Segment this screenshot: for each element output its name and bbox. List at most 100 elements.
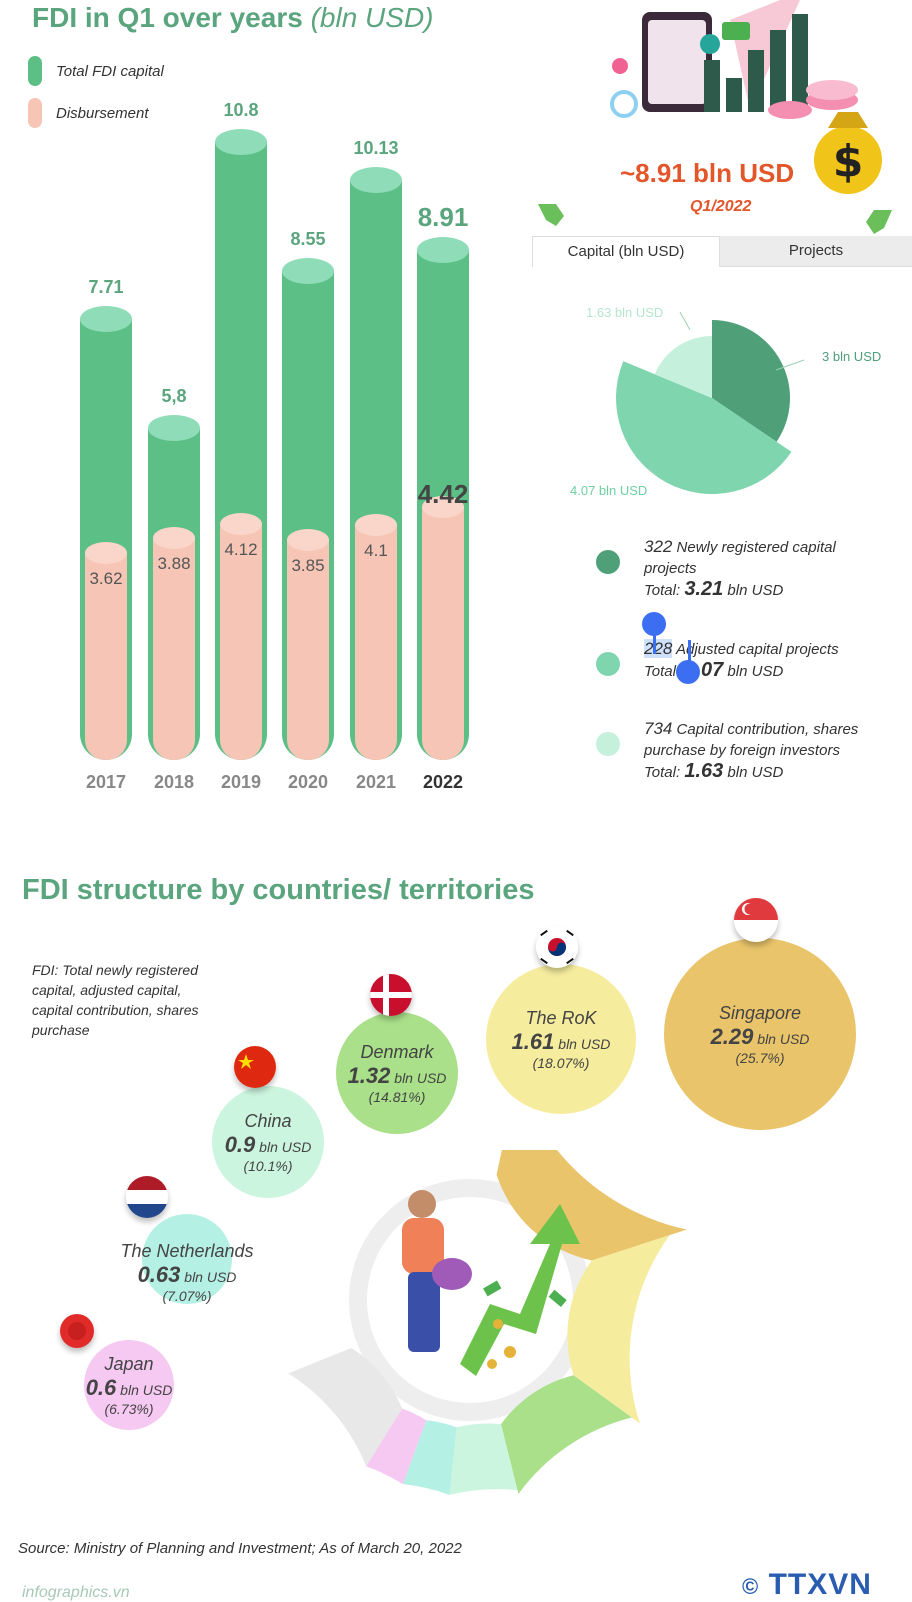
coin-stack-icon xyxy=(806,80,858,100)
person-body xyxy=(402,1218,444,1274)
legend-total: Total FDI capital xyxy=(28,56,164,86)
bubble-value-unit: bln USD xyxy=(259,1138,312,1155)
legend-disb-swatch xyxy=(28,98,42,128)
source-note: Source: Ministry of Planning and Investm… xyxy=(18,1540,462,1557)
total-bar-top xyxy=(80,305,132,332)
disbursement-bar-top xyxy=(355,514,397,537)
bubble-value: 1.32 bln USD xyxy=(348,1063,447,1089)
category-count-selected[interactable]: 228 xyxy=(644,639,673,658)
legend-total-swatch xyxy=(28,56,42,86)
arc-segment-denmark xyxy=(500,1375,632,1495)
bar-icon xyxy=(704,60,720,112)
bubble-singapore: Singapore 2.29 bln USD (25.7%) xyxy=(664,938,856,1130)
category-new: 322 Newly registered capital projects To… xyxy=(596,536,884,601)
cash-icon xyxy=(722,22,750,40)
bar-icon xyxy=(770,30,786,112)
growth-illustration xyxy=(402,1190,580,1376)
person-head xyxy=(408,1190,436,1218)
category-total-value: 3.21 xyxy=(684,578,724,600)
arc-segment-others xyxy=(288,1347,403,1467)
category-text[interactable]: 228 Adjusted capital projects Total: 4.0… xyxy=(644,638,884,682)
selection-caret-start xyxy=(653,630,656,654)
total-bar-top xyxy=(148,415,200,442)
bubble-value-unit: bln USD xyxy=(558,1035,611,1052)
arc-segment-netherlands xyxy=(402,1420,457,1495)
selection-handle-end[interactable] xyxy=(676,660,700,684)
summary-capital: ~8.91 bln USD xyxy=(620,158,795,188)
total-value-label: 10.13 xyxy=(353,138,399,159)
rok-flag-icon xyxy=(536,926,578,968)
bubble-country-name: The Netherlands xyxy=(120,1241,254,1261)
category-count: 322 xyxy=(644,537,673,556)
bubble-percent: (7.07%) xyxy=(162,1288,212,1304)
disbursement-value-label: 4.42 xyxy=(417,479,469,510)
disbursement-bar xyxy=(287,539,329,760)
bubble-china: China 0.9 bln USD (10.1%) xyxy=(212,1086,324,1198)
bubble-percent: (14.81%) xyxy=(368,1088,426,1105)
disbursement-value-label: 4.12 xyxy=(224,540,258,560)
tab-capital[interactable]: Capital (bln USD) xyxy=(532,236,720,267)
bubble-japan: Japan 0.6 bln USD (6.73%) xyxy=(84,1340,174,1430)
website-watermark: infographics.vn xyxy=(22,1584,130,1601)
category-unit: bln USD xyxy=(727,764,784,781)
disbursement-value-label: 4.1 xyxy=(364,541,388,561)
coin-icon xyxy=(493,1319,503,1329)
category-desc: Adjusted capital projects xyxy=(676,641,839,658)
dollar-sign-icon: $ xyxy=(833,136,864,187)
legend-total-label: Total FDI capital xyxy=(56,62,164,80)
tab-projects[interactable]: Projects xyxy=(720,236,912,266)
chart-title-main: FDI in Q1 over years xyxy=(32,2,303,33)
capital-pie-chart xyxy=(616,311,805,494)
money-bag-icon xyxy=(814,126,882,194)
bubble-value-unit: bln USD xyxy=(757,1030,810,1047)
banknote-icon xyxy=(548,1289,567,1307)
disbursement-bar-top xyxy=(153,526,195,549)
bubble-value-unit: bln USD xyxy=(184,1269,237,1285)
pie-leader-line xyxy=(647,467,659,477)
category-adjusted: 228 Adjusted capital projects Total: 4.0… xyxy=(596,638,884,682)
pointing-hand-icon xyxy=(538,204,564,226)
category-contribution: 734 Capital contribution, shares purchas… xyxy=(596,718,884,783)
category-dot xyxy=(596,550,620,574)
disbursement-value-label: 3.88 xyxy=(157,553,191,573)
coin-icon xyxy=(487,1359,497,1369)
bubble-value-unit: bln USD xyxy=(394,1069,447,1086)
year-label: 2017 xyxy=(85,772,127,792)
arc-segment-rok xyxy=(567,1235,670,1424)
coin-icon xyxy=(504,1346,516,1358)
total-bar-top xyxy=(282,257,334,284)
banknote-icon xyxy=(483,1280,502,1297)
disbursement-bar xyxy=(85,552,127,760)
bubble-value-number: 1.61 xyxy=(511,1028,555,1054)
growth-arrow-icon xyxy=(460,1204,580,1376)
pie-slice xyxy=(712,320,790,442)
disbursement-value-label: 3.85 xyxy=(291,555,325,575)
arc-segment-china xyxy=(449,1423,518,1495)
bubble-value-number: 1.32 xyxy=(347,1062,391,1088)
disbursement-bar-top xyxy=(220,513,262,536)
person-legs xyxy=(408,1272,440,1352)
bubble-country-name: The RoK xyxy=(525,1007,597,1028)
bubble-value: 0.6 bln USD xyxy=(86,1375,173,1401)
category-total-label: Total: xyxy=(644,582,681,599)
chart-title-unit: (bln USD) xyxy=(310,2,434,33)
money-bag-tie xyxy=(828,112,868,128)
category-desc: Capital contribution, shares purchase by… xyxy=(644,721,859,759)
denmark-flag-icon xyxy=(370,974,412,1016)
bubble-value-number: 0.9 xyxy=(224,1131,256,1157)
total-value-label: 8.91 xyxy=(417,202,469,233)
year-label: 2022 xyxy=(422,772,464,792)
business-illustration: $ xyxy=(610,0,882,194)
bubble-percent: (18.07%) xyxy=(532,1054,590,1071)
disbursement-bar xyxy=(422,507,464,760)
category-total-label: Total: xyxy=(644,663,681,680)
bubble-netherlands xyxy=(142,1214,232,1304)
category-unit: bln USD xyxy=(727,663,784,680)
bubble-country-name: Singapore xyxy=(718,1002,802,1023)
watering-can-icon xyxy=(432,1258,472,1290)
category-desc: Newly registered capital projects xyxy=(644,539,836,577)
category-text: 322 Newly registered capital projects To… xyxy=(644,536,884,601)
pointing-hand-icon xyxy=(866,210,892,234)
category-unit: bln USD xyxy=(727,582,784,599)
legend-disbursement: Disbursement xyxy=(28,98,149,128)
